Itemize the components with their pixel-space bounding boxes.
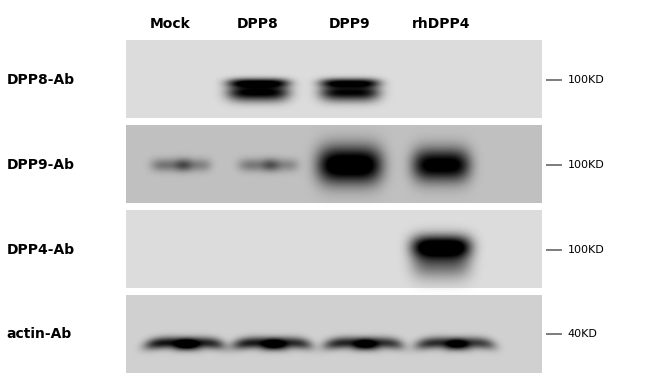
Text: 100KD: 100KD [567, 159, 605, 170]
Text: DPP4-Ab: DPP4-Ab [6, 243, 75, 257]
Text: 100KD: 100KD [567, 245, 605, 255]
Text: DPP8-Ab: DPP8-Ab [6, 73, 75, 87]
Text: DPP9: DPP9 [328, 17, 370, 31]
Text: 100KD: 100KD [567, 75, 605, 85]
Text: DPP8: DPP8 [237, 17, 279, 31]
Text: DPP9-Ab: DPP9-Ab [6, 158, 75, 171]
Text: actin-Ab: actin-Ab [6, 327, 72, 341]
Text: rhDPP4: rhDPP4 [411, 17, 470, 31]
Text: Mock: Mock [150, 17, 191, 31]
Text: 40KD: 40KD [567, 329, 597, 339]
